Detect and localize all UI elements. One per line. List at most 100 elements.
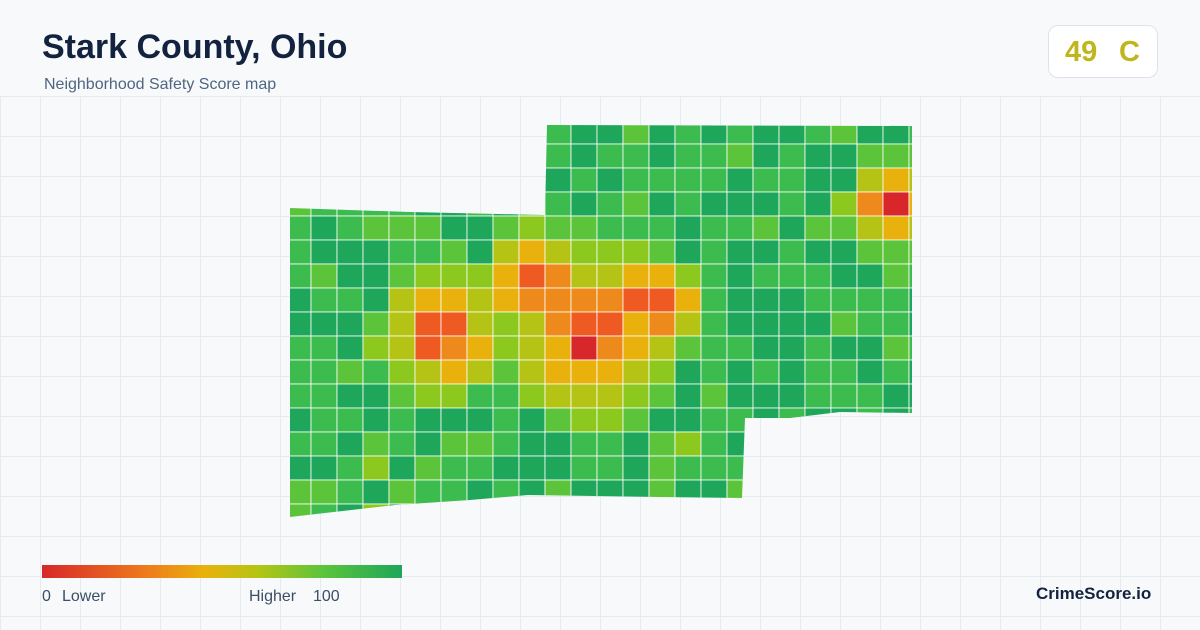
map-region [466,503,494,517]
map-region [830,359,858,385]
map-region [440,479,468,505]
map-region [440,431,468,457]
map-region [804,143,832,169]
map-region [908,407,912,433]
map-region [752,167,780,193]
map-region [726,191,754,217]
map-region [856,191,884,217]
map-region [310,383,338,409]
map-region [310,359,338,385]
map-region [830,503,858,517]
map-region [362,407,390,433]
map-region [336,167,364,193]
map-region [856,407,884,433]
map-region [674,431,702,457]
map-region [726,479,754,505]
map-region [726,125,754,145]
map-region [336,191,364,217]
map-region [856,383,884,409]
map-region [492,311,520,337]
map-region [570,125,598,145]
map-region [830,215,858,241]
map-region [290,479,312,505]
map-region [570,143,598,169]
map-region [778,167,806,193]
map-region [492,167,520,193]
map-region [310,191,338,217]
map-region [830,143,858,169]
map-region [466,191,494,217]
map-region [622,311,650,337]
map-region [882,479,910,505]
map-region [414,431,442,457]
map-region [388,407,416,433]
map-region [570,335,598,361]
map-region [290,143,312,169]
map-region [700,455,728,481]
map-region [414,125,442,145]
map-region [492,407,520,433]
map-region [570,503,598,517]
map-region [336,359,364,385]
map-region [440,239,468,265]
map-region [804,125,832,145]
map-region [492,239,520,265]
map-region [674,383,702,409]
map-region [752,335,780,361]
map-region [440,287,468,313]
map-region [388,215,416,241]
map-region [544,143,572,169]
map-region [778,383,806,409]
map-region [518,359,546,385]
map-region [778,215,806,241]
map-region [570,479,598,505]
map-region [440,215,468,241]
map-region [414,335,442,361]
map-region [362,143,390,169]
map-region [726,335,754,361]
map-region [336,263,364,289]
map-region [492,215,520,241]
map-region [674,479,702,505]
map-region [778,359,806,385]
map-region [674,215,702,241]
map-region [752,239,780,265]
map-region [882,383,910,409]
map-region [414,263,442,289]
map-region [290,287,312,313]
map-region [310,263,338,289]
map-region [856,143,884,169]
map-region [726,287,754,313]
map-region [492,125,520,145]
map-region [830,383,858,409]
header [0,0,1200,96]
map-region [518,239,546,265]
map-region [336,239,364,265]
map-region [440,125,468,145]
map-region [570,431,598,457]
map-region [726,311,754,337]
map-region [388,383,416,409]
map-region [362,167,390,193]
map-region [518,125,546,145]
legend-max-label: Higher [249,588,297,605]
map-region [726,455,754,481]
map-region [778,125,806,145]
map-region [362,287,390,313]
map-region [674,407,702,433]
map-region [700,479,728,505]
map-region [726,359,754,385]
map-region [778,335,806,361]
map-region [310,311,338,337]
map-region [700,191,728,217]
map-region [466,215,494,241]
title: Stark County, Ohio [42,28,348,66]
map-region [336,407,364,433]
map-region [726,167,754,193]
map-region [648,383,676,409]
map-region [310,287,338,313]
map-region [466,311,494,337]
map-region [882,455,910,481]
map-region [726,407,754,433]
map-region [310,407,338,433]
